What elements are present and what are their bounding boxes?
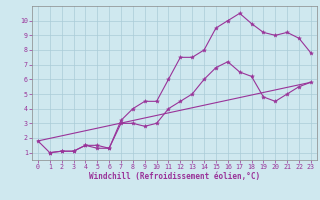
X-axis label: Windchill (Refroidissement éolien,°C): Windchill (Refroidissement éolien,°C) bbox=[89, 172, 260, 181]
